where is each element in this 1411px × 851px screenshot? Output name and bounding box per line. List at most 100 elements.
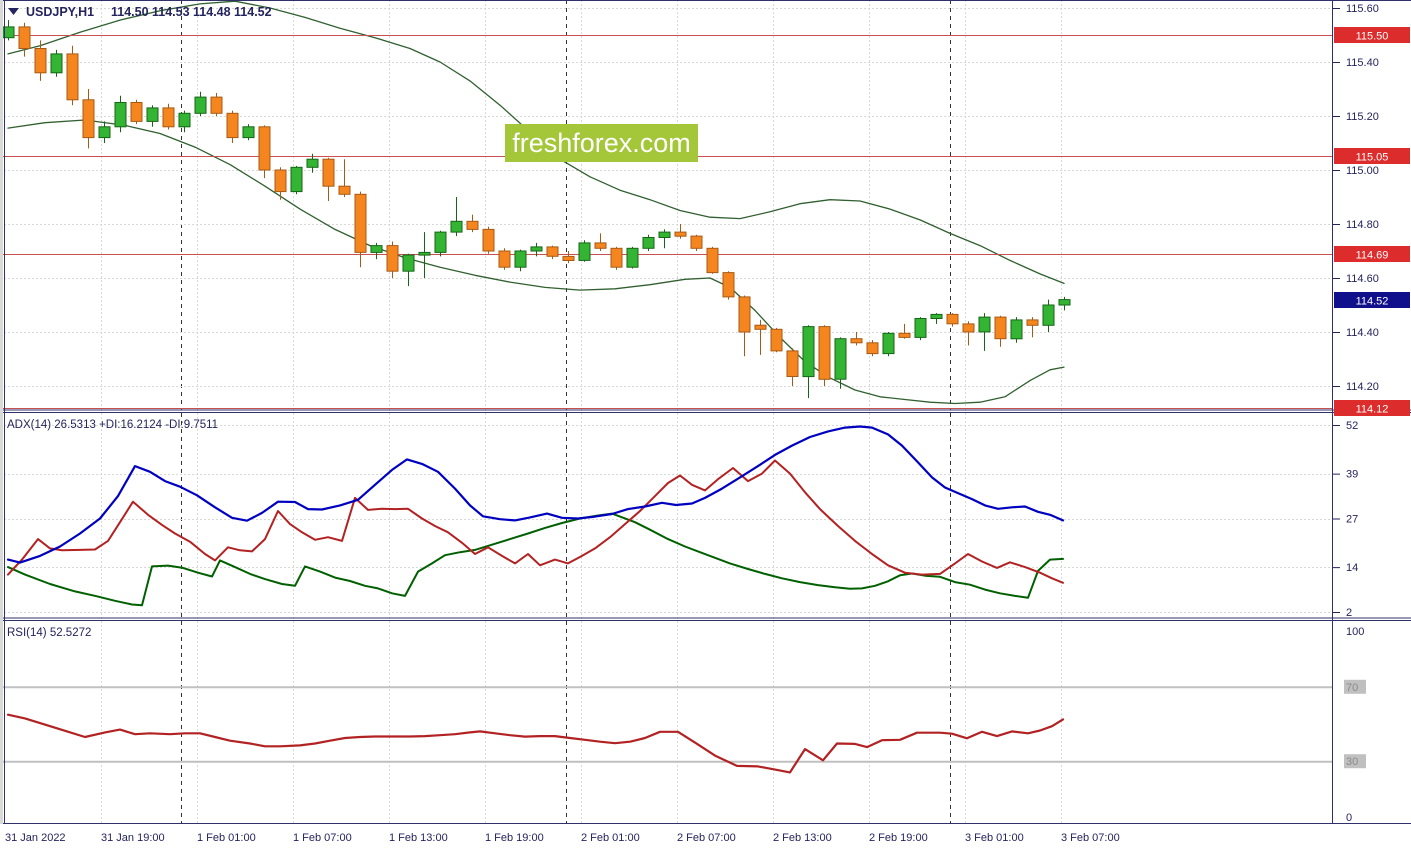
candle-body <box>482 228 495 252</box>
candle-body <box>754 324 767 330</box>
candle-body <box>18 26 31 49</box>
indicator-line <box>6 713 1065 774</box>
candle-body <box>82 99 95 139</box>
candle-body <box>146 107 159 122</box>
candle-body <box>786 350 799 377</box>
candle-body <box>386 245 399 272</box>
price-badge-label: 114.12 <box>1356 404 1389 416</box>
time-tick-label: 2 Feb 13:00 <box>773 832 832 844</box>
candle-body <box>114 102 127 128</box>
candle-body <box>1010 319 1023 340</box>
time-tick-label: 1 Feb 07:00 <box>293 832 352 844</box>
candle-body <box>978 316 991 333</box>
candle-body <box>578 242 591 261</box>
candle-body <box>178 112 191 128</box>
price-tick-label: 115.20 <box>1346 111 1379 123</box>
rsi-tick-label: 30 <box>1346 756 1358 768</box>
candle-body <box>338 185 351 195</box>
watermark-text: freshforex.com <box>512 128 691 158</box>
candle-body <box>434 231 447 253</box>
candle-body <box>370 245 383 253</box>
candle-body <box>322 158 335 187</box>
time-tick-label: 31 Jan 2022 <box>5 832 66 844</box>
labels-layer: USDJPY,H1 114.50 114.53 114.48 114.52 AD… <box>7 5 272 639</box>
candle-body <box>1042 304 1055 326</box>
candle-body <box>674 231 687 237</box>
candle-body <box>306 158 319 168</box>
candle-body <box>34 48 47 74</box>
candle-body <box>274 169 287 193</box>
candle-body <box>418 251 431 256</box>
price-badge-label: 115.50 <box>1356 31 1389 43</box>
rsi-tick-label: 70 <box>1346 682 1358 694</box>
candle-body <box>514 250 527 268</box>
chart-title-ohlc: 114.50 114.53 114.48 114.52 <box>111 5 272 19</box>
candle-body <box>930 313 943 319</box>
candle-body <box>258 126 271 171</box>
candle-body <box>914 318 927 338</box>
candle-body <box>802 326 815 378</box>
price-scale[interactable]: 115.60 115.40 115.20 115.00 114.80 114.60 114.… <box>1333 3 1410 824</box>
adx-tick-label: 2 <box>1346 607 1352 619</box>
candle-body <box>498 250 511 268</box>
indicator-line <box>7 0 1065 285</box>
time-tick-label: 1 Feb 01:00 <box>197 832 256 844</box>
time-tick-label: 1 Feb 13:00 <box>389 832 448 844</box>
rsi-level-badge <box>1344 754 1366 769</box>
indicator-line <box>7 459 1064 584</box>
candle-body <box>946 313 959 325</box>
candle-body <box>882 332 895 355</box>
symbol-dropdown-icon[interactable] <box>8 8 19 15</box>
price-badge-label: 114.69 <box>1356 250 1389 262</box>
indicator-line <box>7 119 1065 405</box>
adx-indicator-label: ADX(14) 26.5313 +DI:16.2124 -DI:9.7511 <box>7 419 218 431</box>
time-scale[interactable]: 31 Jan 2022 31 Jan 19:00 1 Feb 01:00 1 Feb … <box>5 832 1120 844</box>
candle-body <box>226 112 239 139</box>
main-price-panel[interactable] <box>0 0 1332 823</box>
price-tick-label: 115.40 <box>1346 57 1379 69</box>
candle-body <box>162 107 175 128</box>
candle-body <box>242 126 255 139</box>
time-tick-label: 2 Feb 07:00 <box>677 832 736 844</box>
candle-body <box>130 102 143 122</box>
chart-title-symbol: USDJPY,H1 <box>26 5 94 19</box>
candle-body <box>818 326 831 380</box>
window-edge <box>0 0 3 824</box>
price-tick-label: 114.40 <box>1346 327 1379 339</box>
time-tick-label: 3 Feb 07:00 <box>1061 832 1120 844</box>
adx-panel[interactable] <box>0 425 1332 613</box>
candle-body <box>994 316 1007 340</box>
candle-body <box>850 338 863 344</box>
adx-tick-label: 39 <box>1346 469 1358 481</box>
candle-body <box>962 323 975 333</box>
time-tick-label: 31 Jan 19:00 <box>101 832 165 844</box>
candle-body <box>210 96 223 114</box>
candle-body <box>402 254 415 272</box>
rsi-tick-label: 0 <box>1346 812 1352 824</box>
adx-tick-label: 14 <box>1346 562 1358 574</box>
rsi-panel[interactable] <box>0 686 1332 774</box>
candle-body <box>642 237 655 249</box>
candle-body <box>690 235 703 249</box>
candle-body <box>866 342 879 355</box>
candle-body <box>626 247 639 268</box>
time-tick-label: 3 Feb 01:00 <box>965 832 1024 844</box>
candle-body <box>354 193 367 253</box>
candle-body <box>66 53 79 101</box>
candle-body <box>530 246 543 252</box>
price-tick-label: 114.20 <box>1346 381 1379 393</box>
candle-body <box>98 126 111 139</box>
candle-body <box>834 338 847 380</box>
price-tick-label: 115.00 <box>1346 165 1379 177</box>
price-badge-label: 115.05 <box>1356 152 1389 164</box>
candle-body <box>770 328 783 352</box>
rsi-tick-label: 100 <box>1346 626 1364 638</box>
panel-frames <box>0 0 1411 824</box>
price-badge <box>1334 148 1410 164</box>
price-badge-label: 114.52 <box>1356 296 1389 308</box>
price-badge <box>1334 292 1410 308</box>
candle-body <box>898 332 911 338</box>
adx-tick-label: 27 <box>1346 514 1358 526</box>
candle-body <box>194 96 207 114</box>
